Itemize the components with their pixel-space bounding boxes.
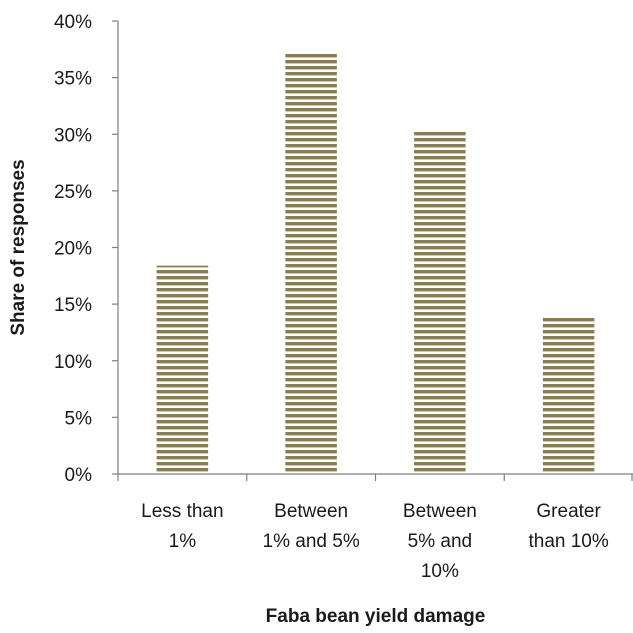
y-tick-label: 30%: [54, 125, 92, 146]
x-category-label: Less than 1%: [141, 501, 223, 552]
x-category-label: Between 5% and 10%: [403, 501, 477, 582]
y-tick-label: 5%: [65, 408, 93, 429]
x-category-labels: Less than 1% Between 1% and 5% Between 5% and…: [141, 501, 609, 582]
bar: [414, 130, 466, 475]
y-tick-labels: 0% 5% 10% 15% 20% 25% 30% 35% 40%: [54, 12, 92, 486]
y-axis-ticks: [112, 20, 118, 475]
bar: [285, 52, 337, 475]
y-tick-label: 40%: [54, 12, 92, 33]
x-axis-ticks: [117, 474, 633, 481]
y-tick-label: 15%: [54, 295, 92, 316]
y-tick-label: 25%: [54, 182, 92, 203]
bar: [156, 265, 209, 474]
bar: [542, 316, 595, 474]
y-tick-label: 20%: [54, 239, 92, 260]
x-axis-title: Faba bean yield damage: [266, 606, 486, 627]
x-category-label: Between 1% and 5%: [263, 501, 360, 552]
y-tick-label: 10%: [54, 352, 92, 373]
y-tick-label: 0%: [65, 465, 93, 486]
x-category-label: Greater than 10%: [528, 501, 608, 552]
y-axis-title: Share of responses: [8, 159, 29, 335]
bars: [156, 52, 595, 475]
y-tick-label: 35%: [54, 69, 92, 90]
